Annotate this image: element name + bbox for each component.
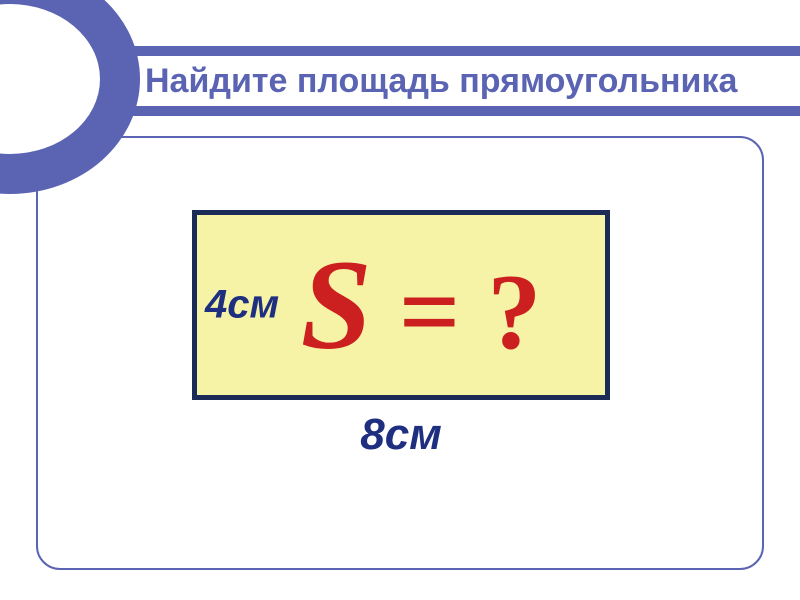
page-title: Найдите площадь прямоугольника [145,46,790,116]
side-label-width: 8см [192,410,610,460]
rectangle-shape: 4см S = ? [192,210,610,400]
content-panel: 4см S = ? 8см [36,136,764,570]
rectangle-diagram: 4см S = ? 8см [192,210,610,460]
area-formula: S = ? [301,241,542,369]
title-banner: Найдите площадь прямоугольника [0,46,800,116]
side-label-height: 4см [205,283,279,328]
formula-rest: = ? [372,253,542,372]
formula-s: S [301,234,372,376]
